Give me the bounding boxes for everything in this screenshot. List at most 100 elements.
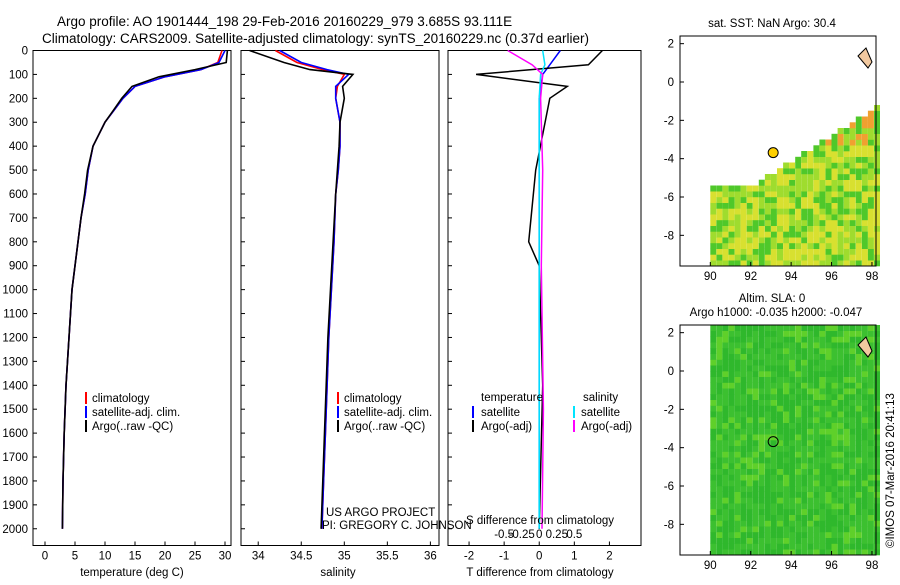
map-cell [867, 543, 874, 550]
map-cell [783, 532, 790, 538]
map-cell [734, 463, 741, 469]
map-cell [825, 422, 832, 429]
map-cell [849, 336, 856, 343]
difference-panel [447, 50, 642, 546]
map-cell [777, 463, 783, 469]
map-cell [831, 440, 838, 446]
map-cell [867, 260, 874, 267]
map-cell [819, 537, 826, 544]
map-cell [807, 503, 814, 510]
map-cell [770, 532, 777, 538]
map-cell [831, 133, 838, 140]
map-cell [728, 225, 735, 232]
map-cell [764, 394, 771, 400]
map-cell [801, 353, 808, 360]
map-cell [874, 503, 880, 510]
map-cell [819, 382, 826, 389]
map-cell [867, 388, 874, 395]
map-cell [843, 394, 850, 400]
map-ytick-label: -2 [664, 115, 674, 127]
map-cell [777, 474, 783, 481]
map-cell [807, 486, 814, 492]
map-cell [801, 503, 808, 510]
map-cell [855, 491, 862, 498]
map-cell [746, 503, 753, 510]
map-cell [861, 156, 868, 163]
legend-label: Argo(..raw -QC) [92, 421, 173, 433]
map-cell [843, 411, 850, 418]
map-cell [861, 417, 868, 423]
map-cell [801, 520, 808, 527]
map-cell [783, 411, 790, 418]
map-cell [746, 353, 753, 360]
map-cell [734, 451, 741, 458]
map-cell [746, 422, 753, 429]
map-cell [722, 411, 729, 418]
map-cell [722, 353, 729, 360]
map-cell [795, 497, 802, 504]
map-cell [855, 388, 862, 395]
map-cell [837, 220, 844, 226]
map-cell [813, 156, 820, 163]
map-cell [831, 549, 838, 556]
map-cell [874, 105, 880, 111]
map-cell [807, 365, 814, 372]
x-tick-label: 15 [129, 551, 142, 563]
map-cell [716, 514, 723, 521]
map-cell [734, 411, 741, 418]
map-cell [758, 248, 765, 255]
map-cell [807, 162, 814, 169]
map-cell [770, 220, 777, 226]
map-cell [831, 174, 838, 180]
map-cell [801, 394, 808, 400]
map-cell [728, 330, 735, 337]
map-cell [716, 428, 723, 435]
map-cell [837, 197, 844, 203]
map-cell [855, 220, 862, 226]
map-cell [837, 417, 844, 423]
map-cell [874, 376, 880, 383]
map-cell [783, 520, 790, 527]
s-tick-label: -0.5 [494, 529, 514, 541]
map-cell [795, 514, 802, 521]
s-tick-label: 0.25 [546, 529, 568, 541]
map-cell [849, 237, 856, 244]
map-cell [855, 399, 862, 406]
map-cell [813, 399, 820, 406]
map-cell [855, 254, 862, 261]
map-cell [874, 185, 880, 192]
map-cell [861, 486, 868, 492]
map-cell [855, 463, 862, 469]
map-cell [728, 509, 735, 515]
land-shape [857, 47, 873, 69]
map-cell [752, 422, 759, 429]
map-cell [825, 451, 832, 458]
map-cell [831, 220, 838, 226]
diff-series-2 [538, 50, 546, 529]
map-cell [843, 202, 850, 209]
map-cell [861, 480, 868, 487]
map-cell [746, 417, 753, 423]
map-cell [752, 348, 759, 354]
map-cell [722, 248, 729, 255]
depth-tick-label: 1400 [2, 380, 28, 392]
map-cell [861, 382, 868, 389]
map-cell [746, 330, 753, 337]
map-cell [825, 208, 832, 215]
map-cell [752, 497, 759, 504]
map-cell [746, 371, 753, 377]
map-cell [728, 348, 735, 354]
x-tick-label: 10 [99, 551, 112, 563]
map-cell [831, 543, 838, 550]
map-cell [874, 422, 880, 429]
map-cell [825, 445, 832, 452]
map-cell [855, 365, 862, 372]
map-cell [722, 382, 729, 389]
map-cell [807, 185, 814, 192]
map-cell [777, 376, 783, 383]
map-cell [825, 399, 832, 406]
map-cell [819, 220, 826, 226]
x-tick-label: 25 [189, 551, 202, 563]
map-cell [710, 231, 717, 238]
map-cell [801, 382, 808, 389]
